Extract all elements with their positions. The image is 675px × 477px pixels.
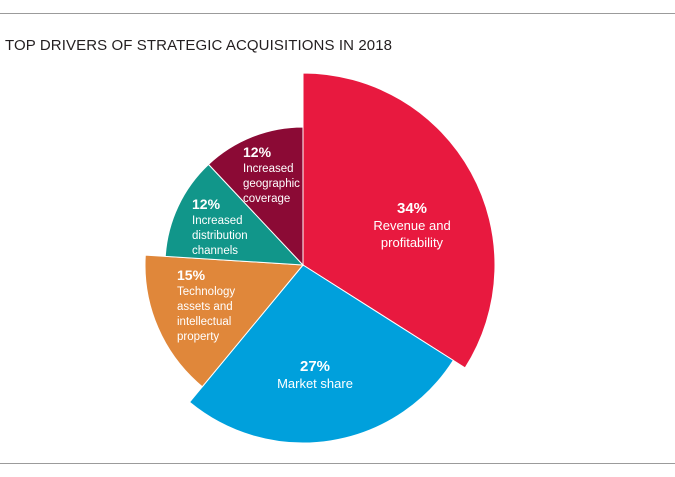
slice-category-label: channels xyxy=(192,245,238,257)
slice-percent-label: 27% xyxy=(300,358,330,375)
slice-category-label: property xyxy=(177,331,219,343)
slice-percent-label: 15% xyxy=(177,267,206,283)
pie-slice-3 xyxy=(144,254,305,388)
slice-label-group-5: 12% Increased geographic coverage xyxy=(243,144,300,205)
slice-category-label: profitability xyxy=(381,235,444,250)
pie-slice-5 xyxy=(207,126,304,267)
slice-category-label: intellectual xyxy=(177,316,231,328)
slice-percent-label: 12% xyxy=(243,144,272,160)
pie-slice-1 xyxy=(302,72,496,369)
top-rule xyxy=(0,13,675,14)
slice-label-group-3: 15% Technology assets and intellectual prope… xyxy=(177,267,235,343)
slice-label-group-4: 12% Increased distribution channels xyxy=(192,196,248,257)
slice-label-group-2: 27%Market share xyxy=(277,358,353,391)
slice-category-label: assets and xyxy=(177,301,233,313)
slice-category-label: geographic xyxy=(243,178,300,190)
slice-percent-label: 12% xyxy=(192,196,221,212)
slice-category-label: Revenue and xyxy=(373,218,450,233)
pie-slice-2 xyxy=(188,264,454,444)
pie-slice-4 xyxy=(164,163,305,266)
slice-category-label: Technology xyxy=(177,286,235,298)
bottom-rule xyxy=(0,463,675,464)
slice-category-label: coverage xyxy=(243,193,290,205)
slice-percent-label: 34% xyxy=(397,200,427,217)
slice-category-label: Increased xyxy=(243,163,294,175)
slice-category-label: distribution xyxy=(192,230,248,242)
chart-title: TOP DRIVERS OF STRATEGIC ACQUISITIONS IN… xyxy=(5,37,393,54)
slice-category-label: Market share xyxy=(277,376,353,391)
slice-category-label: Increased xyxy=(192,215,243,227)
slice-label-group-1: 34%Revenue and profitability xyxy=(373,200,450,250)
